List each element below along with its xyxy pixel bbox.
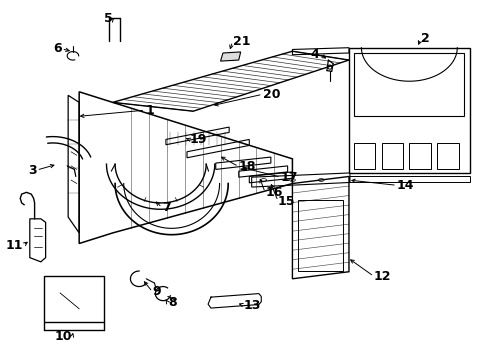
Text: 16: 16: [264, 186, 282, 199]
Text: 12: 12: [373, 270, 390, 283]
Text: 14: 14: [396, 179, 413, 192]
Text: 4: 4: [310, 48, 319, 60]
Text: 17: 17: [280, 171, 298, 184]
Text: 7: 7: [162, 201, 170, 214]
Text: 11: 11: [5, 239, 23, 252]
Polygon shape: [220, 52, 240, 61]
Bar: [298, 201, 342, 271]
Text: 5: 5: [104, 12, 113, 25]
Text: 15: 15: [278, 195, 295, 208]
Text: 8: 8: [167, 296, 176, 309]
Text: 20: 20: [262, 88, 280, 101]
Text: 9: 9: [152, 285, 161, 298]
Text: 18: 18: [238, 160, 256, 173]
Bar: [353, 53, 463, 117]
Bar: [353, 143, 375, 170]
Bar: [44, 276, 104, 322]
Bar: [381, 143, 402, 170]
Text: 21: 21: [232, 35, 249, 48]
Bar: [408, 143, 430, 170]
Text: 19: 19: [189, 133, 206, 146]
Text: 13: 13: [243, 299, 261, 312]
Bar: [436, 143, 458, 170]
Text: 10: 10: [54, 330, 72, 343]
Text: 6: 6: [53, 42, 61, 55]
Text: 2: 2: [420, 32, 429, 45]
Text: 1: 1: [145, 104, 154, 117]
Text: 3: 3: [28, 164, 37, 177]
